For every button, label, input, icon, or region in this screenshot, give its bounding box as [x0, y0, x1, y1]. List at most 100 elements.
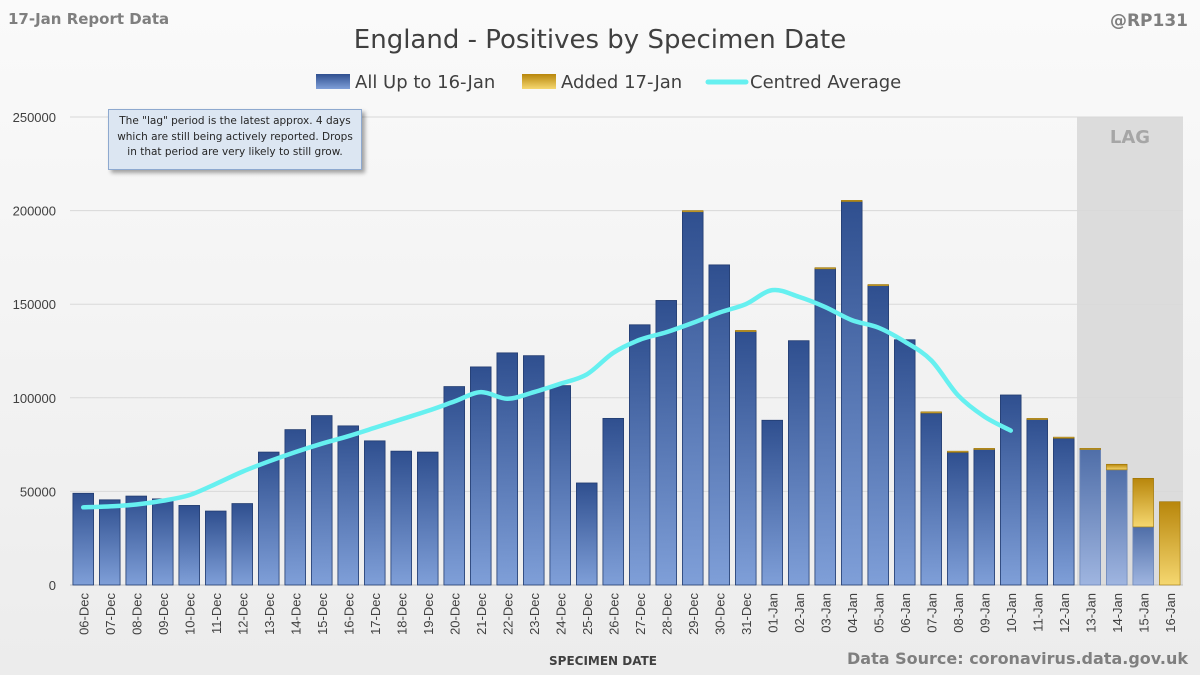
bar-added-15-Jan[interactable] — [1132, 477, 1154, 528]
y-tick-label: 150000 — [13, 297, 56, 312]
legend-swatch-all — [316, 74, 350, 89]
chart-title: England - Positives by Specimen Date — [354, 25, 846, 55]
bar-added-13-Jan[interactable] — [1079, 448, 1101, 450]
x-axis-title: SPECIMEN DATE — [549, 654, 657, 668]
legend-label-all: All Up to 16-Jan — [355, 72, 495, 93]
bar-all-13-Dec[interactable] — [258, 451, 280, 586]
bar-all-23-Dec[interactable] — [523, 355, 545, 586]
bar-all-13-Jan[interactable] — [1079, 448, 1101, 586]
bar-all-20-Dec[interactable] — [443, 386, 465, 586]
legend-item-average[interactable]: Centred Average — [705, 72, 901, 93]
x-tick-label: 11-Jan — [1030, 593, 1045, 632]
bar-added-12-Jan[interactable] — [1053, 436, 1075, 439]
x-tick-label: 26-Dec — [606, 593, 621, 635]
x-tick-label: 23-Dec — [527, 593, 542, 635]
bar-all-24-Dec[interactable] — [549, 385, 571, 586]
bar-added-16-Jan[interactable] — [1159, 501, 1181, 586]
x-tick-label: 31-Dec — [739, 593, 754, 635]
bar-all-22-Dec[interactable] — [496, 352, 518, 586]
bar-all-07-Jan[interactable] — [920, 412, 942, 586]
bar-added-03-Jan[interactable] — [814, 267, 836, 270]
bar-all-09-Dec[interactable] — [152, 498, 174, 586]
x-tick-label: 09-Dec — [156, 593, 171, 635]
x-tick-label: 14-Dec — [288, 593, 303, 635]
bar-all-14-Dec[interactable] — [284, 429, 306, 586]
bar-all-06-Dec[interactable] — [72, 492, 94, 586]
legend-item-added[interactable]: Added 17-Jan — [522, 72, 682, 93]
bar-all-07-Dec[interactable] — [99, 499, 121, 586]
bar-all-08-Jan[interactable] — [947, 451, 969, 586]
bar-added-09-Jan[interactable] — [973, 448, 995, 450]
x-tick-label: 27-Dec — [633, 593, 648, 635]
bar-all-21-Dec[interactable] — [470, 366, 492, 586]
x-tick-label: 10-Dec — [182, 593, 197, 635]
x-tick-label: 21-Dec — [474, 593, 489, 635]
bar-all-15-Dec[interactable] — [311, 415, 333, 586]
bar-added-14-Jan[interactable] — [1106, 463, 1128, 471]
bar-all-27-Dec[interactable] — [629, 324, 651, 586]
bar-all-15-Jan[interactable] — [1132, 526, 1154, 586]
x-tick-label: 20-Dec — [447, 593, 462, 635]
x-tick-label: 30-Dec — [712, 593, 727, 635]
bar-all-14-Jan[interactable] — [1106, 469, 1128, 586]
y-tick-label: 100000 — [13, 391, 56, 406]
bar-added-07-Jan[interactable] — [920, 411, 942, 414]
bar-all-25-Dec[interactable] — [576, 482, 598, 586]
bar-added-29-Dec[interactable] — [682, 210, 704, 213]
x-tick-label: 06-Dec — [76, 593, 91, 635]
x-tick-label: 07-Jan — [924, 593, 939, 633]
bar-all-17-Dec[interactable] — [364, 440, 386, 586]
y-tick-label: 200000 — [13, 204, 56, 219]
y-tick-label: 0 — [49, 578, 56, 593]
bar-all-08-Dec[interactable] — [125, 495, 147, 586]
bar-all-30-Dec[interactable] — [708, 264, 730, 586]
bar-all-11-Dec[interactable] — [205, 510, 227, 586]
bar-all-29-Dec[interactable] — [682, 211, 704, 586]
x-tick-label: 24-Dec — [553, 593, 568, 635]
legend-item-all[interactable]: All Up to 16-Jan — [316, 72, 495, 93]
bar-all-10-Jan[interactable] — [1000, 394, 1022, 586]
bar-all-12-Jan[interactable] — [1053, 437, 1075, 586]
bar-all-04-Jan[interactable] — [841, 200, 863, 586]
centred-average-line[interactable] — [81, 287, 1013, 510]
bar-all-02-Jan[interactable] — [788, 340, 810, 586]
bar-added-31-Dec[interactable] — [735, 330, 757, 332]
x-tick-label: 09-Jan — [977, 593, 992, 633]
x-tick-label: 07-Dec — [103, 593, 118, 635]
x-tick-label: 16-Jan — [1163, 593, 1178, 633]
bar-all-16-Dec[interactable] — [337, 425, 359, 586]
x-tick-label: 05-Jan — [871, 593, 886, 633]
x-tick-label: 18-Dec — [394, 593, 409, 635]
x-tick-label: 14-Jan — [1110, 593, 1125, 633]
bar-all-06-Jan[interactable] — [894, 339, 916, 586]
x-tick-label: 29-Dec — [686, 593, 701, 635]
x-tick-label: 16-Dec — [341, 593, 356, 635]
bar-all-31-Dec[interactable] — [735, 330, 757, 586]
lag-label: LAG — [1110, 127, 1150, 148]
x-tick-label: 08-Dec — [129, 593, 144, 635]
handle-label: @RP131 — [1110, 11, 1188, 31]
bar-all-12-Dec[interactable] — [231, 503, 253, 586]
x-tick-label: 19-Dec — [421, 593, 436, 635]
bar-all-10-Dec[interactable] — [178, 505, 200, 586]
bar-all-09-Jan[interactable] — [973, 448, 995, 586]
x-tick-label: 28-Dec — [659, 593, 674, 635]
x-tick-label: 02-Jan — [792, 593, 807, 633]
bar-all-19-Dec[interactable] — [417, 451, 439, 586]
x-tick-label: 15-Jan — [1136, 593, 1151, 633]
x-tick-label: 03-Jan — [818, 593, 833, 633]
bar-all-18-Dec[interactable] — [390, 450, 412, 586]
bar-all-01-Jan[interactable] — [761, 419, 783, 586]
bar-all-03-Jan[interactable] — [814, 268, 836, 586]
bar-added-11-Jan[interactable] — [1026, 418, 1048, 420]
bar-added-05-Jan[interactable] — [867, 284, 889, 287]
bar-added-04-Jan[interactable] — [841, 200, 863, 202]
bar-added-08-Jan[interactable] — [947, 450, 969, 453]
bar-all-26-Dec[interactable] — [602, 417, 624, 586]
bar-all-11-Jan[interactable] — [1026, 418, 1048, 586]
x-tick-label: 13-Dec — [262, 593, 277, 635]
bar-all-28-Dec[interactable] — [655, 300, 677, 586]
legend-label-added: Added 17-Jan — [561, 72, 682, 93]
